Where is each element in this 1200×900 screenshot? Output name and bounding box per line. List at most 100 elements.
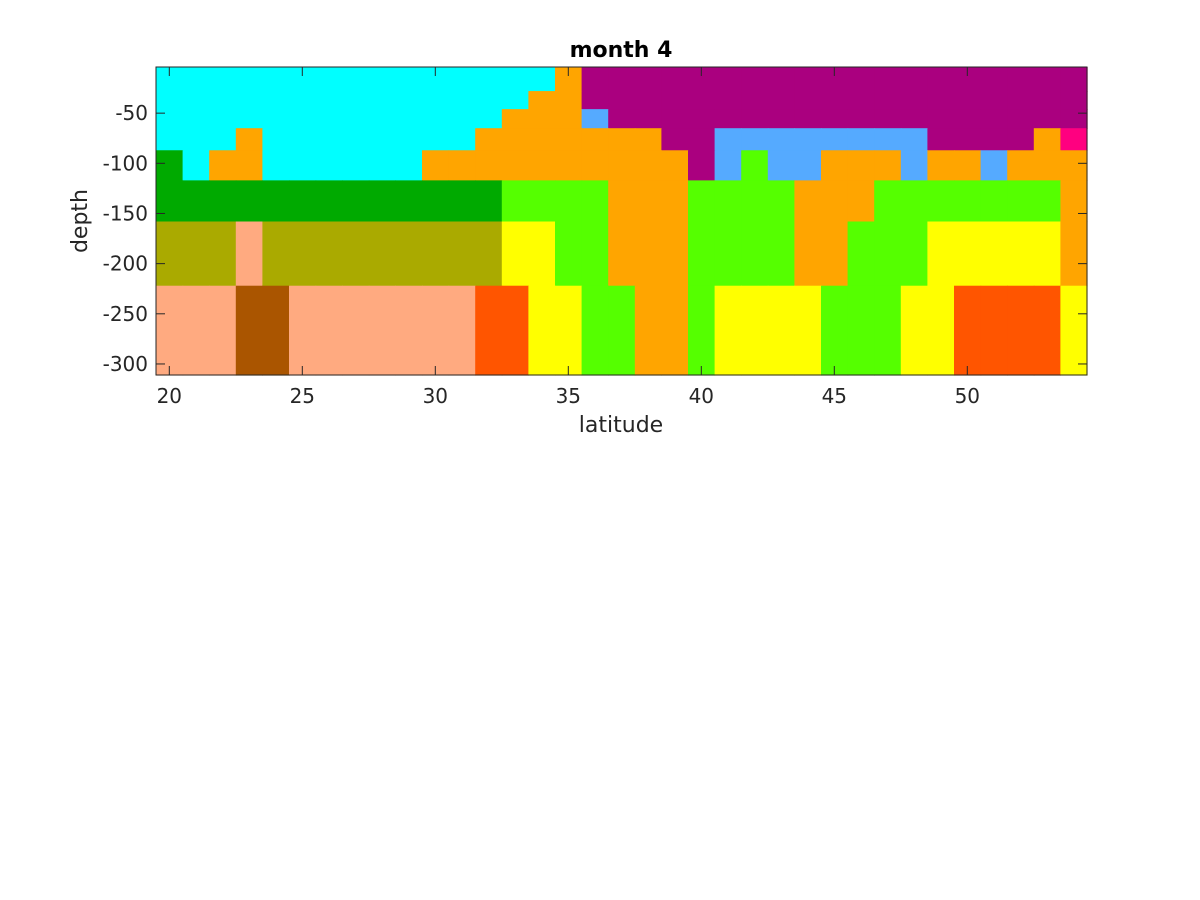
heatmap-cell: [1033, 221, 1061, 287]
heatmap-cell: [1033, 67, 1061, 92]
heatmap-cell: [714, 285, 742, 376]
heatmap-cell: [448, 150, 476, 181]
x-tick-label: 35: [556, 384, 581, 408]
heatmap-cell: [422, 109, 450, 129]
heatmap-cell: [608, 91, 636, 110]
heatmap-cell: [528, 180, 556, 223]
heatmap-cell: [1007, 128, 1035, 151]
heatmap-cell: [767, 221, 795, 287]
heatmap-cell: [209, 221, 237, 287]
heatmap-cell: [661, 128, 689, 151]
heatmap-cell: [395, 150, 423, 181]
heatmap-cell: [847, 67, 875, 92]
heatmap-cell: [235, 285, 263, 376]
heatmap-cell: [182, 91, 210, 110]
heatmap-cell: [368, 67, 396, 92]
heatmap-cell: [368, 150, 396, 181]
heatmap-cell: [395, 91, 423, 110]
heatmap-cell: [235, 150, 263, 181]
y-axis-ticks: -50 -100 -150 -200 -250 -300: [103, 101, 1087, 376]
heatmap-cell: [661, 180, 689, 223]
heatmap-cell: [1060, 91, 1088, 110]
heatmap-cell: [182, 150, 210, 181]
heatmap-cell: [767, 128, 795, 151]
heatmap-cell: [821, 180, 849, 223]
heatmap-cell: [182, 128, 210, 151]
heatmap-cell: [980, 91, 1008, 110]
heatmap-cell: [794, 150, 822, 181]
heatmap-cell: [395, 67, 423, 92]
heatmap-cell: [661, 221, 689, 287]
heatmap-cell: [182, 285, 210, 376]
heatmap-cell: [342, 180, 370, 223]
heatmap-cell: [501, 91, 529, 110]
heatmap-cell: [555, 128, 583, 151]
heatmap-cell: [741, 150, 769, 181]
heatmap-cell: [608, 150, 636, 181]
heatmap-cell: [475, 150, 503, 181]
heatmap-cell: [368, 109, 396, 129]
heatmap-cell: [608, 180, 636, 223]
heatmap-cell: [156, 285, 184, 376]
heatmap-cell: [555, 221, 583, 287]
heatmap-cell: [741, 67, 769, 92]
heatmap-cell: [581, 128, 609, 151]
x-tick-label: 45: [822, 384, 847, 408]
heatmap-cell: [1007, 285, 1035, 376]
heatmap-cell: [475, 221, 503, 287]
heatmap-cell: [262, 91, 290, 110]
heatmap-cell: [528, 109, 556, 129]
heatmap-cell: [874, 150, 902, 181]
heatmap-cell: [581, 109, 609, 129]
heatmap-cell: [342, 109, 370, 129]
heatmap-cell: [634, 221, 662, 287]
heatmap-cell: [581, 221, 609, 287]
heatmap-cell: [847, 91, 875, 110]
heatmap-cell: [980, 128, 1008, 151]
heatmap-cell: [821, 150, 849, 181]
heatmap-cell: [475, 67, 503, 92]
heatmap-cell: [1033, 91, 1061, 110]
heatmap-cell: [927, 285, 955, 376]
heatmap-cell: [741, 180, 769, 223]
x-tick-label: 40: [689, 384, 714, 408]
heatmap-cell: [688, 91, 716, 110]
heatmap-cell: [262, 128, 290, 151]
heatmap-cell: [395, 109, 423, 129]
heatmap-cell: [954, 109, 982, 129]
heatmap-cell: [1060, 180, 1088, 223]
heatmap-cell: [794, 109, 822, 129]
heatmap-cell: [209, 150, 237, 181]
heatmap-cell: [900, 221, 928, 287]
heatmap-cell: [688, 221, 716, 287]
heatmap-cell: [954, 180, 982, 223]
heatmap-cell: [634, 180, 662, 223]
y-tick-label: -250: [103, 302, 148, 326]
heatmap-cell: [874, 67, 902, 92]
heatmap-cell: [342, 285, 370, 376]
heatmap-cell: [1060, 128, 1088, 151]
heatmap-cell: [581, 285, 609, 376]
heatmap-cell: [980, 221, 1008, 287]
heatmap-cell: [847, 109, 875, 129]
heatmap-cell: [874, 128, 902, 151]
heatmap-cell: [422, 221, 450, 287]
heatmap-cell: [634, 109, 662, 129]
heatmap-cell: [235, 67, 263, 92]
heatmap-cell: [821, 285, 849, 376]
heatmap-cell: [528, 67, 556, 92]
heatmap-cell: [182, 67, 210, 92]
heatmap-cell: [182, 180, 210, 223]
heatmap-cell: [741, 91, 769, 110]
heatmap-cell: [289, 128, 317, 151]
heatmap-cell: [714, 91, 742, 110]
heatmap-cell: [209, 180, 237, 223]
y-tick-label: -50: [115, 101, 148, 125]
heatmap-cell: [156, 109, 184, 129]
heatmap-cell: [182, 109, 210, 129]
heatmap-cell: [209, 91, 237, 110]
heatmap-cell: [368, 221, 396, 287]
heatmap-cell: [821, 221, 849, 287]
heatmap-cell: [661, 91, 689, 110]
